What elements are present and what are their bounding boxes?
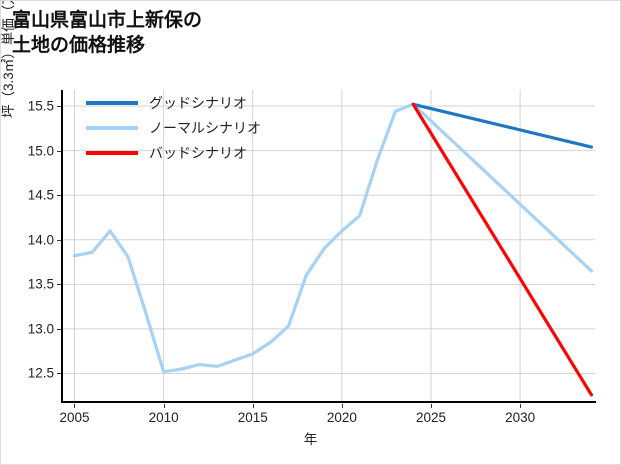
x-tick-mark	[341, 404, 343, 408]
legend-color-swatch	[86, 150, 138, 155]
series-line-bad	[411, 102, 594, 397]
x-tick-label: 2005	[59, 410, 90, 425]
y-tick-label: 12.5	[27, 365, 54, 381]
y-tick-mark	[57, 106, 61, 108]
x-tick-label: 2015	[237, 410, 268, 425]
data-lines-group	[72, 102, 594, 397]
x-axis-spine	[61, 401, 596, 403]
x-tick-label: 2020	[326, 410, 357, 425]
legend-label: グッドシナリオ	[149, 94, 247, 111]
y-tick-label: 14.5	[27, 187, 54, 203]
y-tick-mark	[57, 328, 61, 330]
y-tick-mark	[57, 195, 61, 197]
x-tick-mark	[163, 404, 165, 408]
x-tick-mark	[252, 404, 254, 408]
y-tick-mark	[57, 150, 61, 152]
y-axis-label: 坪（3.3㎡）単価（万円）	[1, 0, 16, 118]
legend-color-swatch	[86, 100, 138, 105]
chart-title: 富山県富山市上新保の 土地の価格推移	[12, 10, 203, 57]
legend-label: バッドシナリオ	[149, 144, 247, 161]
x-tick-label: 2010	[148, 410, 179, 425]
legend-item[interactable]: バッドシナリオ	[86, 142, 261, 163]
y-axis-spine	[61, 90, 63, 403]
legend-label: ノーマルシナリオ	[149, 119, 261, 136]
x-tick-mark	[74, 404, 76, 408]
y-tick-label: 15.5	[27, 98, 54, 114]
x-tick-mark	[431, 404, 432, 408]
series-line-normal	[72, 102, 594, 374]
y-tick-label: 14.0	[27, 232, 54, 248]
legend-item[interactable]: ノーマルシナリオ	[86, 117, 261, 138]
y-tick-label: 13.5	[27, 276, 54, 292]
plot-area	[62, 90, 595, 402]
x-tick-label: 2025	[415, 410, 447, 425]
y-tick-mark	[57, 373, 61, 375]
chart-legend: グッドシナリオ ノーマルシナリオ バッドシナリオ	[86, 92, 261, 163]
y-tick-mark	[57, 284, 61, 286]
x-tick-mark	[520, 404, 522, 408]
series-svg	[62, 90, 595, 402]
x-axis-label: 年	[303, 432, 318, 447]
y-tick-label: 13.0	[27, 321, 54, 337]
series-line-good	[411, 102, 594, 149]
y-tick-mark	[57, 239, 61, 241]
legend-item[interactable]: グッドシナリオ	[86, 92, 261, 113]
legend-color-swatch	[86, 125, 138, 130]
y-tick-label: 15.0	[27, 143, 54, 159]
x-tick-label: 2030	[505, 410, 536, 425]
